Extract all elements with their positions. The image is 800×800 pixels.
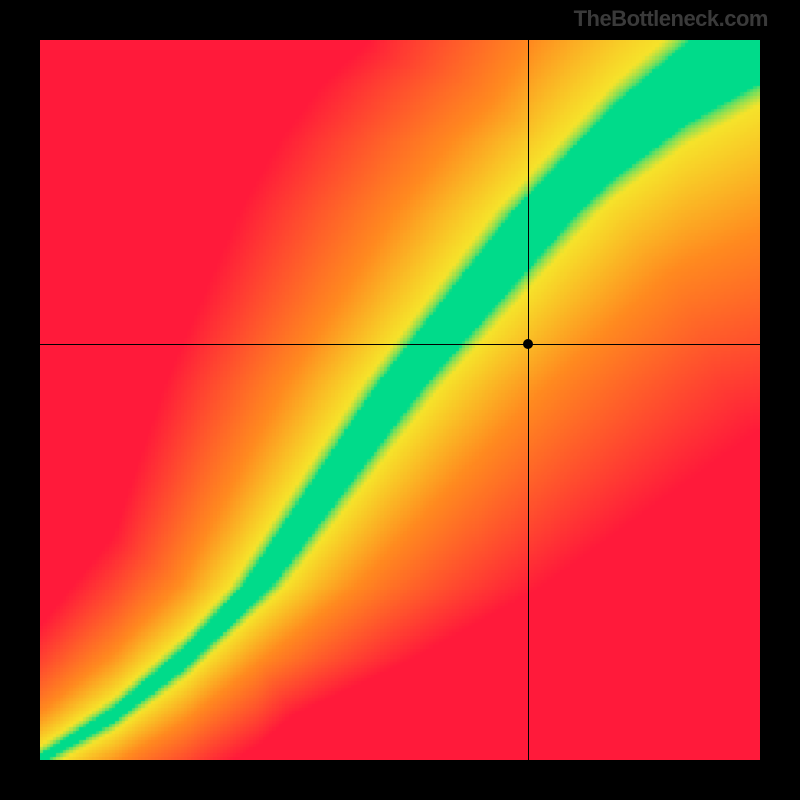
heatmap-plot (40, 40, 760, 760)
attribution-text: TheBottleneck.com (574, 6, 768, 32)
crosshair-vertical (528, 40, 529, 760)
heatmap-canvas (40, 40, 760, 760)
marker-dot (523, 339, 533, 349)
crosshair-horizontal (40, 344, 760, 345)
